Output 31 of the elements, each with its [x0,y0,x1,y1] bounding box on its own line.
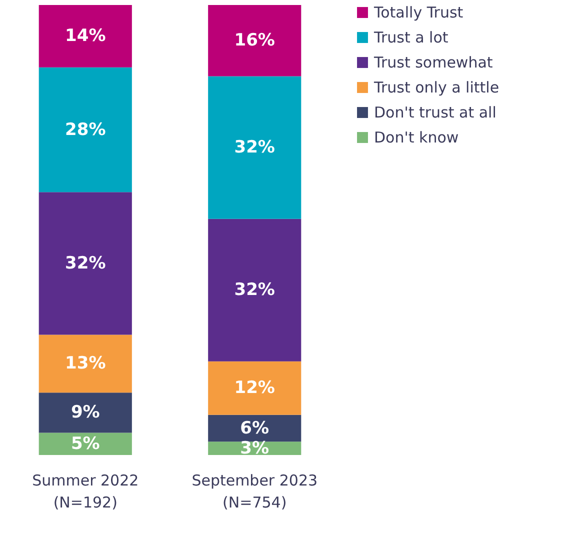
data-label: 12% [234,378,275,398]
bar [38,192,132,335]
data-label: 32% [65,253,106,274]
legend-label: Totally Trust [373,4,464,22]
data-label: 14% [65,26,106,46]
data-label: 9% [70,402,100,423]
legend-label: Trust only a little [373,78,500,96]
data-label: 13% [65,354,106,374]
bar [38,392,132,433]
bar [38,334,132,393]
legend-label: Trust somewhat [373,54,493,72]
data-label: 32% [234,280,275,300]
bar [38,432,132,455]
legend-label: Don't trust at all [374,104,496,122]
bar [208,218,302,362]
x-tick-label: Summer 2022 (N=192) [32,472,139,512]
bar [208,5,302,76]
bar [38,67,132,192]
legend-label: Don't know [374,128,459,146]
x-tick-label: September 2023 (N=754) [192,472,318,512]
data-label: 28% [65,120,106,140]
bar [208,361,302,415]
data-label: 5% [70,434,100,454]
bar [38,5,132,68]
data-label: 16% [234,30,275,51]
data-label: 6% [240,418,270,438]
legend-label: Trust a lot [373,28,448,46]
data-label: 3% [240,438,270,458]
bar [208,414,302,442]
bar [208,76,302,219]
data-label: 32% [234,138,275,158]
